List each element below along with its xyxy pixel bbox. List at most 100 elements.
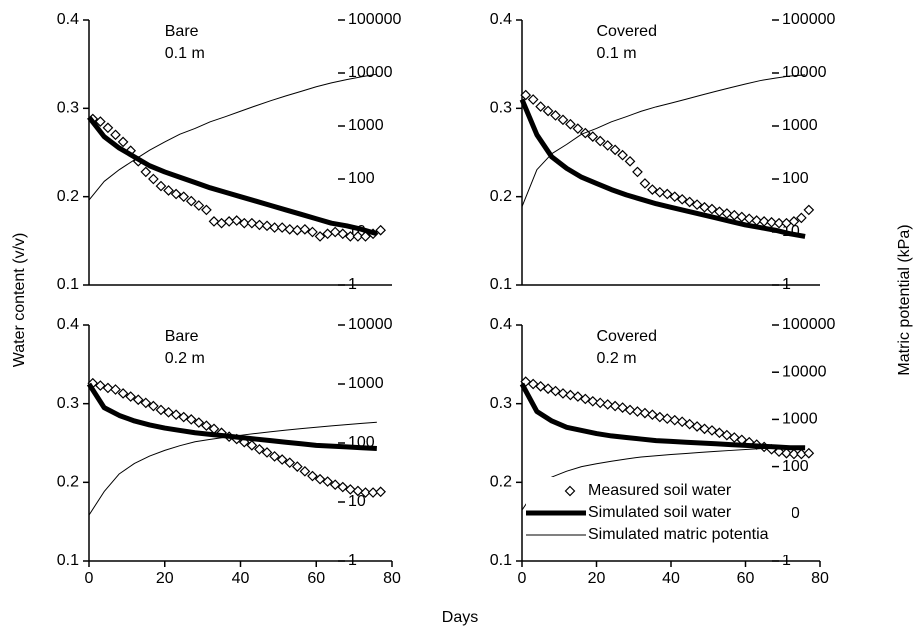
measured-point — [803, 447, 815, 459]
y-tick-label: 0.2 — [490, 474, 512, 491]
measured-point — [788, 216, 800, 227]
measured-point — [728, 209, 740, 221]
measured-point — [314, 473, 326, 485]
measured-point — [550, 110, 561, 121]
measured-point — [132, 394, 144, 406]
measured-point — [337, 481, 349, 493]
measured-point — [788, 448, 800, 460]
y-tick-label: 0.3 — [57, 395, 79, 412]
annotation: Covered — [597, 23, 657, 40]
matric-line — [88, 73, 377, 201]
measured-point — [676, 193, 688, 205]
measured-point — [706, 203, 718, 215]
measured-point — [594, 397, 606, 409]
measured-point — [352, 485, 364, 497]
x-tick-label: 80 — [383, 570, 401, 587]
y-tick-label: 0.2 — [490, 188, 512, 205]
annotation: 0.1 m — [597, 45, 637, 62]
y2-tick-label: 10 — [348, 493, 366, 510]
y2-tick-label: 1000 — [348, 117, 384, 134]
y-tick-label: 0.2 — [57, 188, 79, 205]
measured-point — [276, 222, 288, 233]
measured-point — [669, 414, 681, 426]
x-tick-label: 20 — [156, 570, 174, 587]
measured-point — [231, 215, 243, 226]
measured-point — [193, 200, 205, 211]
measured-point — [185, 414, 197, 425]
y2-tick-label: 10000 — [782, 363, 827, 380]
x-axis-label: Days — [442, 609, 478, 626]
measured-point — [170, 409, 182, 421]
measured-point — [299, 465, 311, 477]
measured-point — [557, 114, 569, 126]
y-tick-label: 0.1 — [57, 276, 79, 293]
measured-point — [254, 219, 265, 231]
measured-point — [185, 195, 197, 207]
measured-point — [117, 388, 129, 399]
measured-point — [617, 149, 628, 161]
annotation: Covered — [597, 328, 657, 345]
measured-point — [329, 479, 341, 491]
y-tick-label: 0.4 — [490, 11, 512, 28]
measured-point — [669, 191, 681, 203]
measured-point — [208, 216, 220, 227]
y-tick-label: 0.3 — [490, 100, 512, 117]
y2-tick-label: 1000 — [782, 117, 818, 134]
measured-point — [284, 224, 296, 235]
measured-point — [699, 423, 710, 435]
measured-point — [178, 191, 190, 203]
y2-tick-label: 100 — [348, 170, 375, 187]
y2-tick-label: 100 — [782, 170, 809, 187]
measured-point — [691, 199, 703, 210]
measured-point — [803, 204, 815, 216]
measured-point — [624, 155, 636, 167]
measured-point — [110, 384, 121, 395]
measured-point — [125, 391, 137, 402]
measured-point — [557, 388, 569, 399]
y2-tick-label: 1 — [782, 276, 791, 293]
y-tick-label: 0.4 — [490, 316, 512, 333]
annotation: 0.2 m — [165, 350, 205, 367]
y2-tick-label: 100 — [782, 458, 809, 475]
measured-point — [337, 228, 349, 240]
measured-point — [609, 400, 621, 412]
x-tick-label: 60 — [737, 570, 755, 587]
x-tick-label: 0 — [518, 570, 527, 587]
measured-point — [773, 217, 785, 229]
measured-point — [163, 406, 174, 418]
y-tick-label: 0.1 — [490, 552, 512, 569]
measured-point — [535, 101, 546, 112]
measured-point — [773, 446, 785, 458]
measured-point — [602, 399, 614, 410]
measured-point — [609, 144, 621, 156]
legend-label: Simulated matric potentia — [588, 526, 769, 543]
simulated-line — [519, 382, 806, 451]
measured-point — [261, 447, 273, 458]
measured-point — [163, 185, 174, 196]
measured-point — [254, 443, 265, 455]
measured-point — [572, 123, 584, 134]
y-tick-label: 0.2 — [57, 474, 79, 491]
y2-tick-label: 10000 — [348, 64, 393, 81]
y2-tick-label: 10000 — [348, 316, 393, 333]
measured-point — [360, 231, 371, 242]
measured-point — [307, 226, 318, 238]
measured-point — [269, 222, 280, 233]
measured-point — [632, 166, 643, 178]
matric-line — [88, 421, 377, 516]
measured-point — [594, 135, 606, 147]
measured-point — [193, 417, 205, 428]
simulated-line — [519, 98, 806, 239]
y2-tick-label: 100000 — [782, 316, 835, 333]
x-tick-label: 40 — [232, 570, 250, 587]
measured-point — [602, 140, 614, 151]
measured-point — [375, 224, 386, 236]
measured-point — [284, 457, 296, 469]
measured-point — [352, 231, 364, 242]
measured-point — [654, 186, 666, 198]
measured-point — [216, 217, 227, 229]
measured-point — [639, 178, 651, 189]
measured-point — [246, 440, 258, 451]
measured-point — [155, 404, 167, 416]
